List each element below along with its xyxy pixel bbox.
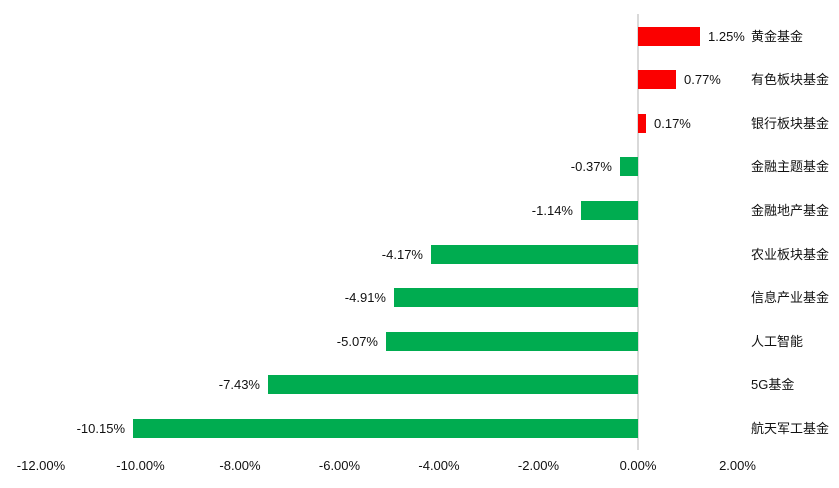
- category-label: 人工智能: [751, 334, 804, 349]
- value-label: 0.17%: [654, 116, 691, 131]
- category-label: 金融主题基金: [751, 159, 830, 174]
- category-label: 有色板块基金: [751, 72, 830, 87]
- bar-row: -5.07% 人工智能: [0, 332, 839, 351]
- bar-row: -0.37% 金融主题基金: [0, 157, 839, 176]
- bar-row: -7.43% 5G基金: [0, 375, 839, 394]
- bar-row: 0.77% 有色板块基金: [0, 70, 839, 89]
- category-label: 黄金基金: [751, 29, 804, 44]
- x-axis-tick-label: -10.00%: [116, 458, 165, 473]
- category-label: 金融地产基金: [751, 203, 830, 218]
- negative-bar: [431, 245, 638, 264]
- positive-bar: [638, 27, 700, 46]
- bar-row: -4.17% 农业板块基金: [0, 245, 839, 264]
- x-axis-tick-label: 2.00%: [719, 458, 756, 473]
- negative-bar: [133, 419, 638, 438]
- positive-bar: [638, 70, 676, 89]
- category-label: 航天军工基金: [751, 421, 830, 436]
- value-label: -4.91%: [344, 290, 386, 305]
- category-label: 信息产业基金: [751, 290, 830, 305]
- negative-bar: [620, 157, 638, 176]
- bar-row: -10.15% 航天军工基金: [0, 419, 839, 438]
- bar-row: 0.17% 银行板块基金: [0, 114, 839, 133]
- value-label: -4.17%: [381, 247, 423, 262]
- negative-bar: [581, 201, 638, 220]
- x-axis-tick-label: -12.00%: [16, 458, 66, 473]
- bar-row: 1.25% 黄金基金: [0, 27, 839, 46]
- category-label: 农业板块基金: [751, 247, 830, 262]
- negative-bar: [394, 288, 638, 307]
- negative-bar: [268, 375, 638, 394]
- x-axis-tick-label: -6.00%: [318, 458, 361, 473]
- positive-bar: [638, 114, 646, 133]
- value-label: -10.15%: [76, 421, 125, 436]
- x-axis-tick-label: 0.00%: [619, 458, 657, 473]
- category-label: 5G基金: [751, 377, 795, 392]
- value-label: -7.43%: [218, 377, 260, 392]
- x-axis-tick-label: -8.00%: [219, 458, 261, 473]
- x-axis-tick-label: -2.00%: [517, 458, 560, 473]
- value-label: -0.37%: [570, 159, 612, 174]
- value-label: 0.77%: [684, 72, 721, 87]
- bar-row: -4.91% 信息产业基金: [0, 288, 839, 307]
- x-axis-tick-label: -4.00%: [418, 458, 460, 473]
- value-label: 1.25%: [708, 29, 745, 44]
- value-label: -5.07%: [336, 334, 378, 349]
- category-label: 银行板块基金: [751, 116, 830, 131]
- bar-row: -1.14% 金融地产基金: [0, 201, 839, 220]
- negative-bar: [386, 332, 638, 351]
- value-label: -1.14%: [531, 203, 573, 218]
- zero-axis-gridline: [637, 14, 639, 450]
